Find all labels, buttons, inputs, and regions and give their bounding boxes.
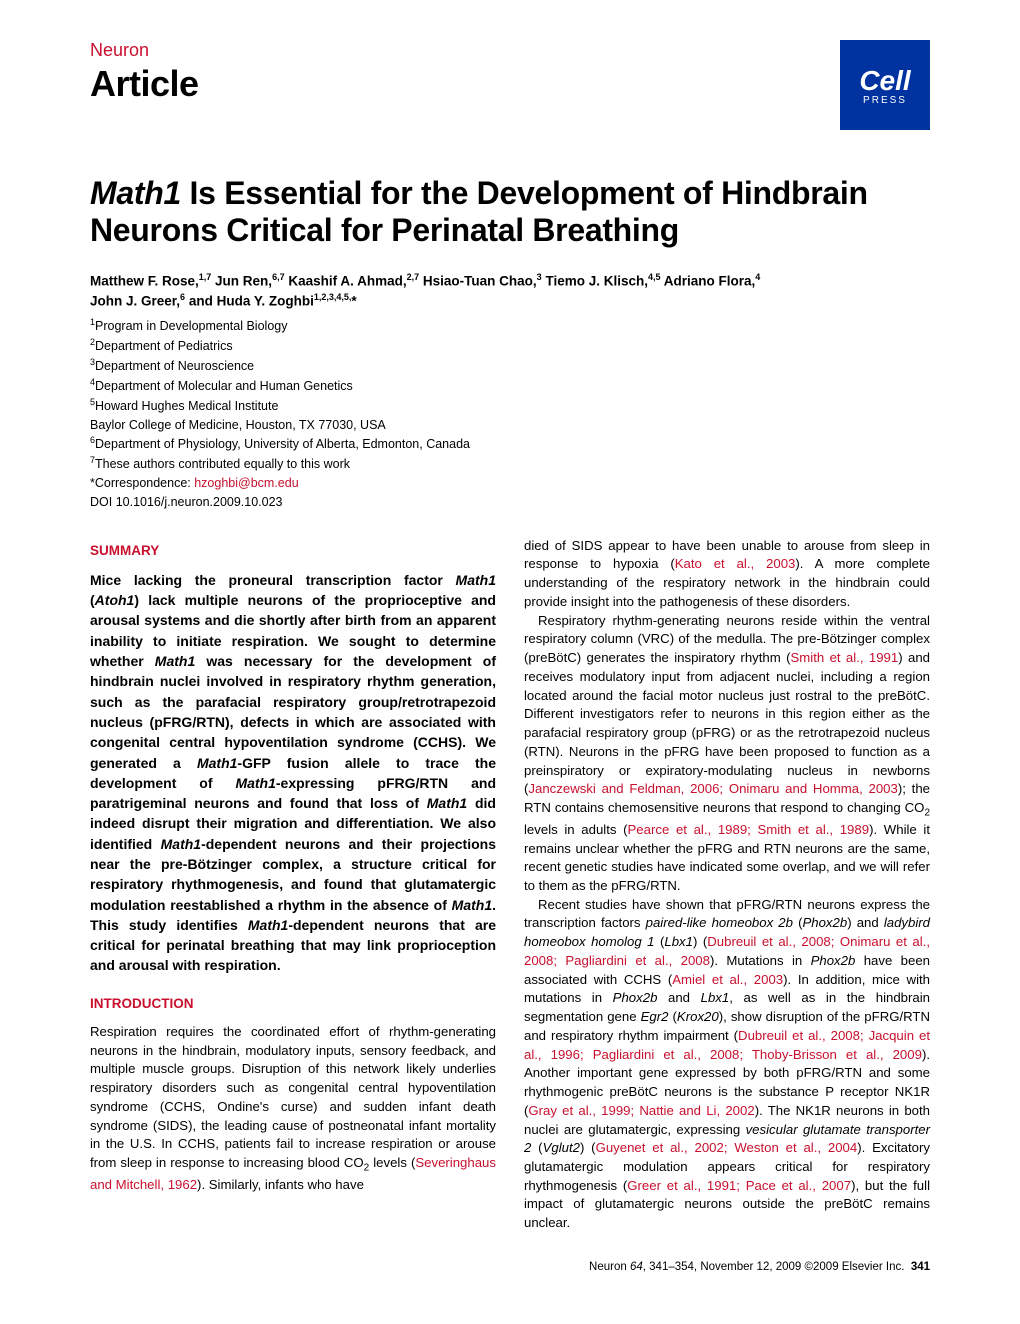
author-sup: 6 [180, 292, 185, 302]
author: Hsiao-Tuan Chao, [423, 273, 537, 288]
author: John J. Greer, [90, 294, 180, 309]
right-paragraph-1: died of SIDS appear to have been unable … [524, 537, 930, 612]
page-footer: Neuron 64, 341–354, November 12, 2009 ©2… [90, 1261, 930, 1273]
aff-line: These authors contributed equally to thi… [95, 457, 350, 471]
page-number: 341 [911, 1261, 930, 1273]
right-paragraph-3: Recent studies have shown that pFRG/RTN … [524, 896, 930, 1233]
author-list: Matthew F. Rose,1,7 Jun Ren,6,7 Kaashif … [90, 271, 930, 313]
footer-volume: 64 [630, 1261, 643, 1273]
footer-copyright: ©2009 Elsevier Inc. [805, 1261, 905, 1273]
author: Jun Ren, [215, 273, 272, 288]
author-star: * [351, 294, 356, 309]
right-column: died of SIDS appear to have been unable … [524, 537, 930, 1233]
author-sup: 4 [755, 272, 760, 282]
two-column-body: SUMMARY Mice lacking the proneural trans… [90, 537, 930, 1233]
aff-line: Department of Neuroscience [95, 359, 254, 373]
author-sup: 6,7 [272, 272, 285, 282]
title-rest: Is Essential for the Development of Hind… [90, 175, 868, 248]
aff-line: Howard Hughes Medical Institute [95, 399, 278, 413]
correspondence-email[interactable]: hzoghbi@bcm.edu [194, 476, 298, 490]
cell-press-logo: Cell PRESS [840, 40, 930, 130]
footer-journal: Neuron [589, 1261, 630, 1273]
citation-link[interactable]: Guyenet et al., 2002; Weston et al., 200… [596, 1140, 858, 1155]
author-sup: 3 [537, 272, 542, 282]
right-paragraph-2: Respiratory rhythm-generating neurons re… [524, 612, 930, 896]
doi: DOI 10.1016/j.neuron.2009.10.023 [90, 495, 283, 509]
author: Tiemo J. Klisch, [545, 273, 648, 288]
header-left: Neuron Article [90, 40, 199, 105]
journal-name: Neuron [90, 40, 199, 61]
logo-main: Cell [859, 65, 910, 97]
citation-link[interactable]: Kato et al., 2003 [675, 556, 796, 571]
citation-link[interactable]: Pearce et al., 1989; Smith et al., 1989 [628, 822, 870, 837]
author-sup: 1,2,3,4,5, [314, 292, 352, 302]
summary-heading: SUMMARY [90, 541, 496, 560]
citation-link[interactable]: Greer et al., 1991; Pace et al., 2007 [627, 1178, 851, 1193]
aff-line: Department of Pediatrics [95, 339, 233, 353]
article-type: Article [90, 63, 199, 105]
header-bar: Neuron Article Cell PRESS [90, 40, 930, 130]
title-gene: Math1 [90, 175, 181, 211]
footer-pages: , 341–354, November 12, 2009 [643, 1261, 805, 1273]
aff-line: Department of Physiology, University of … [95, 438, 470, 452]
article-title: Math1 Is Essential for the Development o… [90, 175, 930, 249]
aff-line: Department of Molecular and Human Geneti… [95, 379, 353, 393]
aff-line: Program in Developmental Biology [95, 319, 287, 333]
author: Adriano Flora, [664, 273, 756, 288]
author-sup: 4,5 [648, 272, 661, 282]
citation-link[interactable]: Smith et al., 1991 [791, 650, 899, 665]
author: Matthew F. Rose, [90, 273, 199, 288]
intro-heading: INTRODUCTION [90, 994, 496, 1013]
left-column: SUMMARY Mice lacking the proneural trans… [90, 537, 496, 1233]
aff-line: Baylor College of Medicine, Houston, TX … [90, 418, 386, 432]
affiliations: 1Program in Developmental Biology 2Depar… [90, 316, 930, 512]
author-sup: 1,7 [199, 272, 212, 282]
intro-paragraph-1: Respiration requires the coordinated eff… [90, 1023, 496, 1195]
author-sup: 2,7 [407, 272, 420, 282]
author: and Huda Y. Zoghbi [189, 294, 314, 309]
citation-link[interactable]: Amiel et al., 2003 [672, 972, 783, 987]
citation-link[interactable]: Janczewski and Feldman, 2006; Onimaru an… [528, 781, 897, 796]
logo-sub: PRESS [863, 95, 907, 106]
summary-paragraph: Mice lacking the proneural transcription… [90, 570, 496, 976]
corr-label: *Correspondence: [90, 476, 194, 490]
author: Kaashif A. Ahmad, [288, 273, 406, 288]
citation-link[interactable]: Gray et al., 1999; Nattie and Li, 2002 [528, 1103, 754, 1118]
